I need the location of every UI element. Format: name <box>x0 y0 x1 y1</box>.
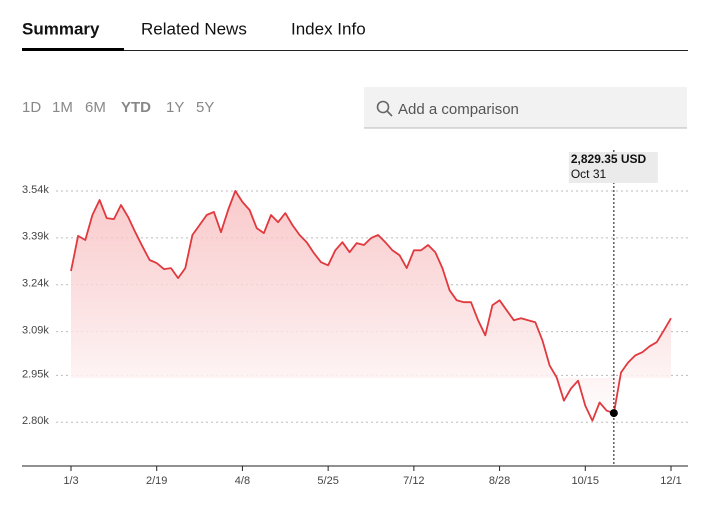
x-tick-label: 7/12 <box>403 475 424 487</box>
area-fill <box>71 190 671 421</box>
range-button[interactable]: 1Y <box>166 99 184 116</box>
tab[interactable]: Related News <box>141 19 247 38</box>
x-tick-label: 2/19 <box>146 475 167 487</box>
y-tick-label: 3.39k <box>22 231 49 243</box>
x-tick-label: 4/8 <box>235 475 250 487</box>
y-tick-label: 3.24k <box>22 278 49 290</box>
search-icon <box>386 110 393 117</box>
range-button[interactable]: YTD <box>121 99 151 116</box>
search-placeholder[interactable]: Add a comparison <box>398 101 519 118</box>
hover-point <box>609 409 618 418</box>
range-button[interactable]: 1M <box>52 99 73 116</box>
tooltip <box>568 152 658 183</box>
tab[interactable]: Index Info <box>291 19 366 38</box>
y-tick-label: 3.09k <box>22 325 49 337</box>
x-tick-label: 8/28 <box>489 475 510 487</box>
x-tick-label: 1/3 <box>63 475 78 487</box>
x-tick-label: 12/1 <box>660 475 681 487</box>
search-icon <box>376 100 390 114</box>
active-tab-underline <box>22 48 124 51</box>
price-line <box>70 190 672 422</box>
y-tick-label: 3.54k <box>22 184 49 196</box>
tooltip-date: Oct 31 <box>571 167 607 181</box>
tooltip-value: 2,829.35 USD <box>571 152 647 166</box>
range-button[interactable]: 5Y <box>196 99 214 116</box>
search-box[interactable] <box>364 87 687 128</box>
y-tick-label: 2.95k <box>22 368 49 380</box>
y-tick-label: 2.80k <box>22 415 49 427</box>
range-button[interactable]: 6M <box>85 99 106 116</box>
x-tick-label: 5/25 <box>317 475 338 487</box>
tab[interactable]: Summary <box>22 19 100 38</box>
range-button[interactable]: 1D <box>22 99 41 116</box>
x-tick-label: 10/15 <box>572 475 600 487</box>
